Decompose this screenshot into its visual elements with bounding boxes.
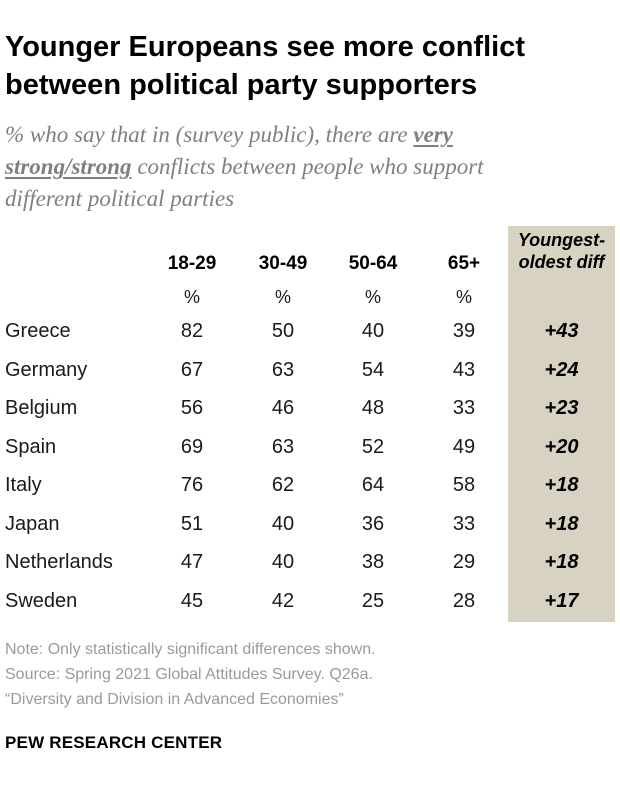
row-value-18-29: 82 <box>180 320 204 342</box>
row-country-label: Greece <box>5 320 71 342</box>
row-diff-value: +18 <box>544 474 579 496</box>
subtitle-emphasis-strong: strong/strong <box>5 154 132 179</box>
subtitle-line-3: different political parties <box>5 186 235 211</box>
row-country-label: Italy <box>5 474 42 496</box>
row-country-label: Netherlands <box>5 551 113 573</box>
row-value-30-49: 46 <box>271 397 295 419</box>
row-value-30-49: 62 <box>271 474 295 496</box>
row-country-label: Germany <box>5 358 88 381</box>
subtitle-line-1: % who say that in (survey public), there… <box>5 119 605 151</box>
column-unit: % <box>364 287 381 307</box>
chart-title: Younger Europeans see more conflict betw… <box>5 28 605 104</box>
table-row: Germany 67 63 54 43 +24 <box>0 355 620 385</box>
row-value-30-49: 63 <box>271 435 295 458</box>
table-row: Sweden 45 42 25 28 +17 <box>0 586 620 616</box>
row-country-label: Japan <box>5 512 60 535</box>
row-value-30-49: 50 <box>271 320 295 342</box>
row-value-50-64: 36 <box>361 512 385 535</box>
chart-title-line-2: between political party supporters <box>5 69 478 101</box>
column-unit: % <box>274 287 291 307</box>
diff-header-line-1: Youngest- <box>517 230 606 250</box>
row-value-30-49: 42 <box>271 589 295 612</box>
row-value-18-29: 76 <box>180 474 204 496</box>
report-title: “Diversity and Division in Advanced Econ… <box>5 691 344 708</box>
row-value-30-49: 40 <box>271 512 295 535</box>
diff-header-line-2: oldest diff <box>518 252 605 272</box>
note-text: Note: Only statistically significant dif… <box>5 641 376 658</box>
chart-subtitle: % who say that in (survey public), there… <box>5 119 605 215</box>
column-unit: % <box>455 287 472 307</box>
row-value-18-29: 69 <box>180 435 204 458</box>
row-diff-value: +23 <box>544 397 579 419</box>
table-row: Greece 82 50 40 39 +43 <box>0 316 620 346</box>
row-value-18-29: 45 <box>180 589 204 612</box>
row-diff-value: +18 <box>544 551 579 573</box>
row-value-65-plus: 33 <box>452 397 476 419</box>
row-country-label: Spain <box>5 435 57 458</box>
row-diff-value: +43 <box>544 320 579 342</box>
column-header-50-64: 50-64 <box>348 253 398 274</box>
table-row: Spain 69 63 52 49 +20 <box>0 432 620 462</box>
table-row: Belgium 56 46 48 33 +23 <box>0 393 620 423</box>
subtitle-text-2: conflicts between people who support <box>131 154 484 179</box>
row-diff-value: +18 <box>544 512 579 535</box>
column-header-65-plus: 65+ <box>447 253 481 274</box>
row-value-50-64: 52 <box>361 435 385 458</box>
row-value-50-64: 64 <box>361 474 385 496</box>
table-row: Japan 51 40 36 33 +18 <box>0 509 620 539</box>
row-value-18-29: 67 <box>180 358 204 381</box>
chart-notes: Note: Only statistically significant dif… <box>5 637 605 712</box>
row-value-30-49: 40 <box>271 551 295 573</box>
row-value-50-64: 54 <box>361 358 385 381</box>
row-value-30-49: 63 <box>271 358 295 381</box>
table-row: Netherlands 47 40 38 29 +18 <box>0 547 620 577</box>
source-text: Source: Spring 2021 Global Attitudes Sur… <box>5 666 373 683</box>
row-value-65-plus: 33 <box>452 512 476 535</box>
row-value-18-29: 51 <box>180 512 204 535</box>
subtitle-text-1: % who say that in (survey public), there… <box>5 122 414 147</box>
brand-logo-text: PEW RESEARCH CENTER <box>5 733 223 752</box>
row-value-50-64: 40 <box>361 320 385 342</box>
row-value-65-plus: 28 <box>452 589 476 612</box>
diff-column-highlight <box>508 226 615 622</box>
row-diff-value: +17 <box>544 589 579 612</box>
row-value-65-plus: 49 <box>452 435 476 458</box>
row-value-65-plus: 43 <box>452 358 476 381</box>
column-unit: % <box>183 287 200 307</box>
row-value-18-29: 56 <box>180 397 204 419</box>
row-diff-value: +20 <box>544 435 579 458</box>
chart-title-line-1: Younger Europeans see more conflict <box>5 31 525 63</box>
row-value-65-plus: 39 <box>452 320 476 342</box>
row-value-50-64: 48 <box>361 397 385 419</box>
row-value-18-29: 47 <box>180 551 204 573</box>
subtitle-emphasis-very: very <box>413 122 453 147</box>
table-row: Italy 76 62 64 58 +18 <box>0 470 620 500</box>
row-value-65-plus: 29 <box>452 551 476 573</box>
subtitle-line-2: strong/strong conflicts between people w… <box>5 151 605 183</box>
row-country-label: Belgium <box>5 397 78 419</box>
row-diff-value: +24 <box>544 358 579 381</box>
row-country-label: Sweden <box>5 589 78 612</box>
diff-column-header: Youngest- oldest diff <box>508 229 615 273</box>
column-header-30-49: 30-49 <box>258 253 308 274</box>
column-header-18-29: 18-29 <box>167 253 217 274</box>
row-value-65-plus: 58 <box>452 474 476 496</box>
row-value-50-64: 38 <box>361 551 385 573</box>
row-value-50-64: 25 <box>361 589 385 612</box>
